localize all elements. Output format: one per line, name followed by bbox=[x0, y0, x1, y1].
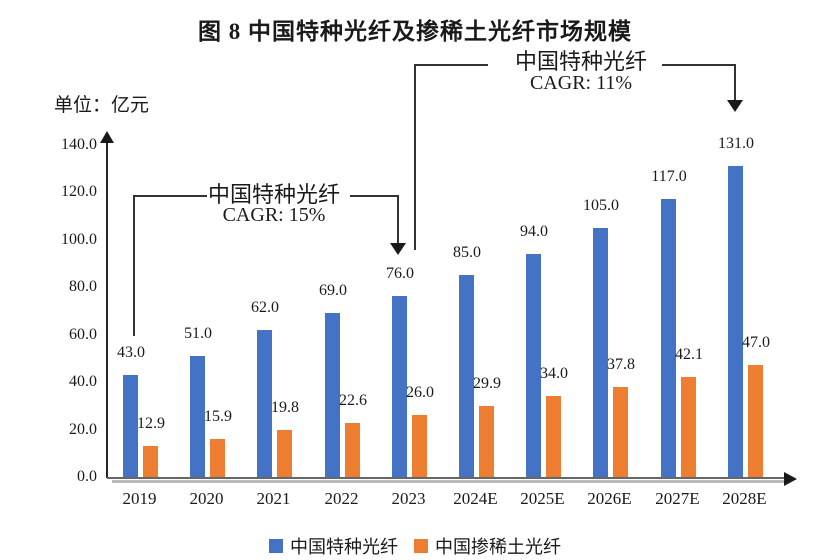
annotation-cagr-value: CAGR: 11% bbox=[529, 72, 633, 94]
x-tick-label-2024E: 2024E bbox=[453, 489, 498, 508]
value-label-中国掺稀土光纤-2021: 19.8 bbox=[271, 399, 299, 416]
bar-中国掺稀土光纤-2028E bbox=[748, 365, 763, 477]
x-tick-label-2023: 2023 bbox=[391, 489, 426, 508]
value-label-中国特种光纤-2028E: 131.0 bbox=[718, 135, 754, 152]
bar-中国特种光纤-2019 bbox=[123, 375, 138, 477]
y-axis-line bbox=[106, 140, 108, 478]
bar-中国掺稀土光纤-2020 bbox=[210, 439, 225, 477]
annotation-connector-line bbox=[133, 195, 207, 197]
annotation-connector-line bbox=[397, 195, 399, 243]
annotation-connector-line bbox=[734, 64, 736, 100]
value-label-中国特种光纤-2024E: 85.0 bbox=[453, 244, 481, 261]
y-tick-label: 100.0 bbox=[61, 230, 97, 248]
bar-中国掺稀土光纤-2024E bbox=[479, 406, 494, 477]
value-label-中国特种光纤-2025E: 94.0 bbox=[520, 223, 548, 240]
x-axis-shadow-line bbox=[112, 480, 788, 483]
legend-swatch-blue bbox=[269, 539, 283, 553]
x-axis-arrow-right-icon bbox=[784, 472, 797, 486]
y-tick-label: 80.0 bbox=[69, 278, 97, 295]
value-label-中国掺稀土光纤-2019: 12.9 bbox=[137, 415, 165, 432]
value-label-中国特种光纤-2020: 51.0 bbox=[184, 325, 212, 342]
y-axis-unit-label: 单位：亿元 bbox=[54, 95, 150, 116]
value-label-中国特种光纤-2022: 69.0 bbox=[319, 282, 347, 299]
bar-中国掺稀土光纤-2027E bbox=[681, 377, 696, 477]
x-tick-label-2028E: 2028E bbox=[722, 489, 767, 508]
legend-swatch-orange bbox=[414, 539, 428, 553]
annotation-cagr-value: CAGR: 15% bbox=[222, 204, 326, 226]
value-label-中国特种光纤-2027E: 117.0 bbox=[651, 168, 687, 185]
legend-item-rare-earth-fiber: 中国掺稀土光纤 bbox=[414, 533, 561, 559]
bar-中国掺稀土光纤-2026E bbox=[613, 387, 628, 477]
x-tick-label-2026E: 2026E bbox=[587, 489, 632, 508]
value-label-中国特种光纤-2019: 43.0 bbox=[117, 344, 145, 361]
bar-中国特种光纤-2021 bbox=[257, 330, 272, 477]
x-tick-label-2022: 2022 bbox=[324, 489, 359, 508]
value-label-中国特种光纤-2021: 62.0 bbox=[251, 299, 279, 316]
legend-label: 中国掺稀土光纤 bbox=[435, 537, 561, 557]
x-tick-label-2027E: 2027E bbox=[655, 489, 700, 508]
value-label-中国掺稀土光纤-2022: 22.6 bbox=[339, 392, 367, 409]
bar-中国特种光纤-2024E bbox=[459, 275, 474, 477]
annotation-connector-line bbox=[350, 195, 399, 197]
bar-中国特种光纤-2023 bbox=[392, 296, 407, 477]
bar-中国特种光纤-2026E bbox=[593, 228, 608, 477]
bar-中国掺稀土光纤-2019 bbox=[143, 446, 158, 477]
legend: 中国特种光纤 中国掺稀土光纤 bbox=[0, 533, 830, 559]
legend-item-special-fiber: 中国特种光纤 bbox=[269, 533, 398, 559]
value-label-中国掺稀土光纤-2023: 26.0 bbox=[406, 384, 434, 401]
chart-title: 图 8 中国特种光纤及掺稀土光纤市场规模 bbox=[198, 19, 632, 44]
y-tick-label: 40.0 bbox=[69, 373, 97, 390]
y-tick-label: 120.0 bbox=[61, 183, 97, 200]
value-label-中国掺稀土光纤-2028E: 47.0 bbox=[742, 334, 770, 351]
annotation-arrow-down-icon bbox=[727, 100, 743, 112]
x-tick-label-2020: 2020 bbox=[189, 489, 224, 508]
bar-中国特种光纤-2020 bbox=[190, 356, 205, 477]
x-axis-line bbox=[107, 477, 785, 479]
value-label-中国掺稀土光纤-2025E: 34.0 bbox=[540, 365, 568, 382]
annotation-arrow-down-icon bbox=[390, 243, 406, 255]
bar-中国掺稀土光纤-2021 bbox=[277, 430, 292, 477]
legend-label: 中国特种光纤 bbox=[290, 537, 398, 557]
bar-中国掺稀土光纤-2022 bbox=[345, 423, 360, 477]
annotation-series-label: 中国特种光纤 bbox=[207, 182, 340, 207]
bar-中国特种光纤-2025E bbox=[526, 254, 541, 477]
value-label-中国掺稀土光纤-2027E: 42.1 bbox=[675, 346, 703, 363]
annotation-connector-line bbox=[414, 64, 488, 66]
y-tick-label: 20.0 bbox=[69, 420, 97, 438]
y-tick-label: 140.0 bbox=[61, 135, 97, 153]
annotation-connector-line bbox=[414, 64, 416, 250]
annotation-connector-line bbox=[662, 64, 736, 66]
annotation-connector-line bbox=[133, 195, 135, 336]
bar-中国掺稀土光纤-2023 bbox=[412, 415, 427, 477]
value-label-中国掺稀土光纤-2026E: 37.8 bbox=[607, 356, 635, 373]
x-tick-label-2019: 2019 bbox=[122, 489, 157, 508]
bar-中国掺稀土光纤-2025E bbox=[546, 396, 561, 477]
annotation-series-label: 中国特种光纤 bbox=[514, 49, 647, 74]
value-label-中国特种光纤-2026E: 105.0 bbox=[583, 197, 619, 214]
bar-中国特种光纤-2028E bbox=[728, 166, 743, 477]
x-tick-label-2021: 2021 bbox=[256, 489, 291, 508]
value-label-中国掺稀土光纤-2024E: 29.9 bbox=[473, 375, 501, 392]
bar-中国特种光纤-2027E bbox=[661, 199, 676, 477]
y-tick-label: 0.0 bbox=[77, 468, 97, 485]
bar-中国特种光纤-2022 bbox=[325, 313, 340, 477]
y-tick-label: 60.0 bbox=[69, 325, 97, 343]
x-tick-label-2025E: 2025E bbox=[520, 489, 565, 508]
value-label-中国特种光纤-2023: 76.0 bbox=[386, 265, 414, 282]
value-label-中国掺稀土光纤-2020: 15.9 bbox=[204, 408, 232, 425]
y-axis-arrow-up-icon bbox=[100, 131, 114, 143]
